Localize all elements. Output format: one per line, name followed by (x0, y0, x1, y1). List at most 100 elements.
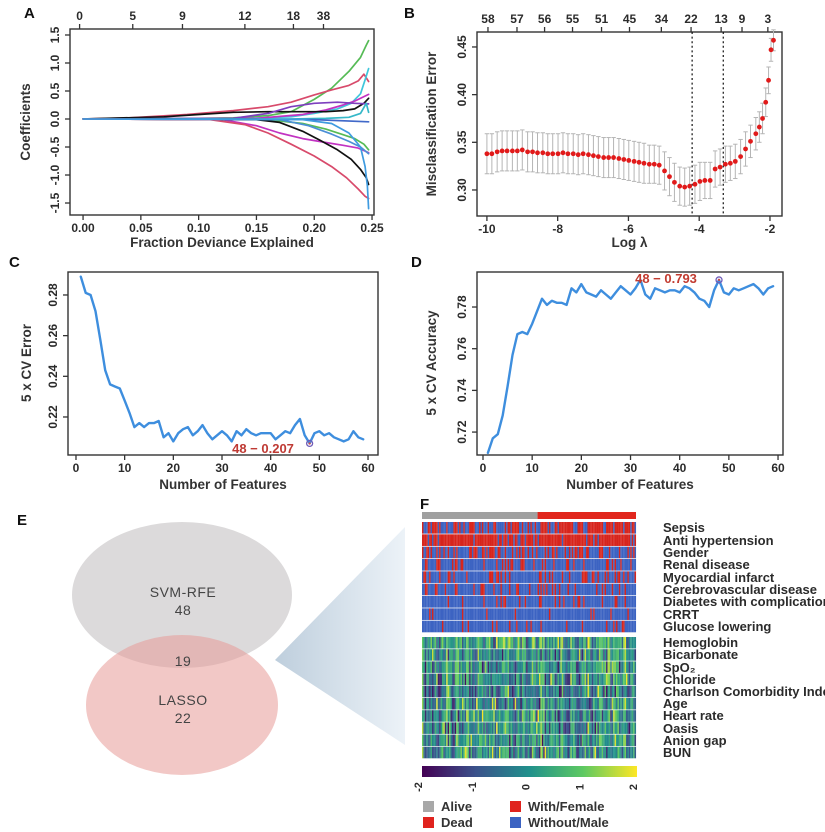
svg-text:12: 12 (238, 9, 252, 23)
svg-text:18: 18 (287, 9, 301, 23)
panel-f-label: F (420, 496, 430, 513)
legend-item-alive: Alive (423, 799, 472, 814)
group-bar-dead (537, 512, 636, 519)
heatmap-row-label: Oasis (663, 720, 699, 736)
heatmap-row-label: Gender (663, 544, 709, 560)
heatmap-row-label: BUN (663, 744, 692, 760)
heatmap-row-label: Sepsis (663, 520, 705, 536)
panel-d-yaxis-title: 5 x CV Accuracy (424, 310, 439, 416)
heatmap-row-label: Renal disease (663, 557, 750, 573)
svg-text:0.30: 0.30 (455, 178, 469, 202)
heatmap-row-label: Heart rate (663, 708, 724, 724)
legend-swatch (510, 817, 521, 828)
heatmap-binary-row (422, 522, 637, 534)
svg-text:0.25: 0.25 (360, 221, 384, 235)
svg-text:20: 20 (167, 461, 181, 475)
heatmap-binary-row (422, 571, 637, 583)
legend-swatch (423, 817, 434, 828)
heatmap-row-label: Anion gap (663, 732, 727, 748)
panel-a-xaxis-title: Fraction Deviance Explained (130, 235, 314, 250)
legend-item-with-female: With/Female (510, 799, 604, 814)
svg-text:0: 0 (521, 784, 533, 790)
venn-svmrfe-label: SVM-RFE (149, 584, 217, 600)
svg-text:60: 60 (771, 461, 785, 475)
heatmap-binary-row (422, 620, 637, 633)
svg-text:56: 56 (538, 12, 552, 26)
svg-text:38: 38 (317, 9, 331, 23)
heatmap-row-label: SpO₂ (663, 659, 696, 675)
heatmap-colorbar (422, 766, 637, 777)
svg-text:-8: -8 (552, 222, 563, 236)
panel-b-misclassification-error-plot: -10 -8 -6 -4 -2 0.30 0.35 0.40 0.45 58 57 56 55 51 45 3… (455, 12, 783, 236)
svg-text:-4: -4 (694, 222, 705, 236)
svg-text:0.00: 0.00 (71, 221, 95, 235)
svg-text:57: 57 (510, 12, 524, 26)
venn-to-heatmap-connector (275, 527, 405, 745)
svg-text:0.40: 0.40 (455, 83, 469, 107)
heatmap-row-label: Anti hypertension (663, 532, 774, 548)
heatmap-binary-row (422, 559, 637, 571)
heatmap-continuous-row (422, 698, 637, 710)
panel-d-xaxis-title: Number of Features (566, 477, 694, 492)
heatmap-continuous-row (422, 685, 637, 698)
venn-lasso-label: LASSO (158, 692, 208, 708)
svg-text:9: 9 (739, 12, 746, 26)
svg-text:0.10: 0.10 (187, 221, 211, 235)
panel-c-yaxis-title: 5 x CV Error (19, 323, 34, 403)
venn-overlap-count: 19 (174, 653, 192, 669)
heatmap-row-label: Chloride (663, 671, 716, 687)
svg-text:-1: -1 (467, 782, 479, 792)
legend-label: Without/Male (528, 815, 609, 830)
panel-f-heatmap: -2 -1 0 1 2 (413, 512, 640, 792)
svg-text:-1.5: -1.5 (48, 192, 62, 213)
panel-b-yaxis-title: Misclassification Error (424, 51, 439, 197)
error-points (484, 37, 776, 190)
svg-text:0.35: 0.35 (455, 130, 469, 154)
heatmap-continuous-row (422, 722, 637, 734)
panel-b-label: B (404, 5, 415, 22)
heatmap-row-label: CRRT (663, 606, 700, 622)
panel-d-label: D (411, 254, 422, 271)
heatmap-binary-row (422, 583, 637, 596)
panel-a-yaxis-title: Coefficients (18, 83, 33, 161)
svg-text:58: 58 (481, 12, 495, 26)
legend-item-without-male: Without/Male (510, 815, 609, 830)
svg-text:40: 40 (673, 461, 687, 475)
venn-lasso-count: 22 (174, 710, 192, 726)
legend-swatch (510, 801, 521, 812)
svg-text:0.78: 0.78 (455, 295, 469, 319)
svg-text:0.26: 0.26 (46, 324, 60, 348)
venn-svmrfe-count: 48 (174, 602, 192, 618)
svg-text:0.22: 0.22 (46, 405, 60, 429)
heatmap-row-label: Diabetes with complication (663, 594, 825, 610)
svg-text:5: 5 (129, 9, 136, 23)
svg-text:1.5: 1.5 (48, 26, 62, 43)
panel-c-label: C (9, 254, 20, 271)
heatmap-row-label: Cerebrovascular disease (663, 581, 817, 597)
svg-text:0: 0 (76, 9, 83, 23)
legend-label: With/Female (528, 799, 605, 814)
heatmap-row-label: Charlson Comorbidity Index (663, 683, 825, 699)
svg-text:0.24: 0.24 (46, 364, 60, 388)
heatmap-continuous-row (422, 649, 637, 661)
svg-text:-2: -2 (765, 222, 776, 236)
svg-text:22: 22 (684, 12, 698, 26)
venn-svmrfe-ellipse (72, 522, 292, 668)
svg-text:40: 40 (264, 461, 278, 475)
svg-text:1: 1 (574, 784, 586, 790)
svg-text:0.45: 0.45 (455, 35, 469, 59)
svg-text:3: 3 (765, 12, 772, 26)
svg-text:34: 34 (655, 12, 669, 26)
heatmap-continuous-row (422, 661, 637, 673)
panel-e-label: E (17, 512, 28, 529)
svg-text:13: 13 (714, 12, 728, 26)
svg-text:2: 2 (628, 784, 640, 790)
svg-text:1.0: 1.0 (48, 54, 62, 71)
panel-c-best-point-annotation: 48 − 0.207 (232, 441, 294, 456)
heatmap-row-label: Bicarbonate (663, 647, 739, 663)
svg-text:-10: -10 (478, 222, 496, 236)
venn-lasso-ellipse (86, 635, 278, 775)
svg-text:0: 0 (480, 461, 487, 475)
svg-text:-0.5: -0.5 (48, 136, 62, 157)
